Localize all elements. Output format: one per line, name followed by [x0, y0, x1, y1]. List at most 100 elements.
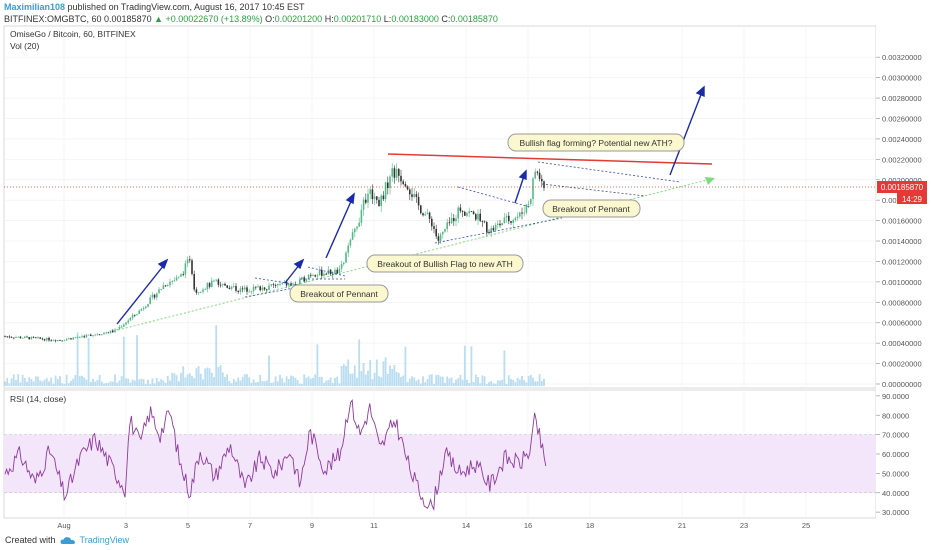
volume-bar — [116, 382, 119, 386]
volume-bar — [197, 366, 200, 386]
candle-body — [57, 339, 59, 342]
move-arrows — [116, 85, 705, 325]
candle-body — [468, 211, 470, 214]
volume-bar — [151, 378, 154, 386]
volume-bar — [17, 374, 20, 386]
candle-body — [193, 274, 195, 290]
arrow-3 — [325, 198, 353, 259]
volume-bar — [276, 381, 279, 386]
volume-bar — [12, 374, 15, 386]
volume-bar — [485, 383, 488, 386]
tradingview-brand[interactable]: TradingView — [79, 535, 130, 545]
volume-bar — [261, 381, 264, 386]
chart-canvas[interactable]: Breakout of Pennant Breakout of Bullish … — [0, 0, 932, 532]
volume-bar — [193, 378, 196, 386]
candle-body — [279, 283, 281, 285]
volume-bar — [265, 380, 268, 386]
candle-body — [343, 262, 345, 265]
candle-body — [94, 334, 96, 336]
volume-bar — [56, 379, 59, 386]
volume-bar — [433, 383, 435, 386]
volume-bar — [358, 339, 361, 386]
volume-bar — [100, 381, 103, 386]
candle-body — [90, 334, 92, 336]
candle-body — [503, 217, 506, 224]
price-axis-area[interactable] — [876, 26, 932, 518]
candle-body — [444, 229, 446, 232]
footer: Created with TradingView — [5, 535, 129, 545]
volume-bar — [41, 381, 44, 386]
volume-bar — [466, 379, 468, 386]
volume-bar — [105, 382, 108, 386]
candle-body — [448, 222, 451, 224]
price-tick-label: 0.00000000 — [882, 380, 922, 389]
candle-body — [305, 279, 308, 282]
volume-bar — [274, 376, 277, 386]
arrow-4 — [514, 175, 525, 204]
volume-bar — [162, 380, 165, 386]
volume-bar — [206, 367, 209, 386]
volume-bar — [417, 379, 420, 386]
pennant1-top — [254, 277, 301, 286]
volume-bar — [532, 377, 534, 386]
candle-body — [138, 310, 140, 315]
callout-pennant-1-box — [289, 284, 389, 303]
price-tick-label: 0.00020000 — [882, 360, 922, 369]
volume-bar — [369, 360, 372, 386]
volume-bar — [292, 376, 295, 386]
volume-bar — [263, 381, 266, 386]
candle-body — [373, 196, 376, 200]
candle-body — [525, 204, 528, 213]
candle-body — [347, 245, 349, 253]
candle-body — [277, 283, 279, 286]
support-arrowhead — [705, 177, 715, 185]
volume-bar — [43, 379, 46, 386]
arrow-1 — [116, 264, 165, 325]
volume-bar — [303, 374, 306, 386]
volume-bar — [164, 382, 167, 386]
volume-bar — [63, 383, 66, 386]
candle-body — [365, 199, 367, 203]
candle-body — [162, 285, 165, 289]
rsi-tick-label: 40.0000 — [882, 489, 909, 498]
candle-body — [290, 283, 292, 286]
rsi-tick-label: 60.0000 — [882, 450, 909, 459]
volume-bar — [232, 378, 235, 386]
time-axis-labels: Aug 3 5 7 9 11 14 16 18 21 23 25 — [57, 521, 810, 530]
volume-bar — [147, 379, 149, 386]
volume-bar — [59, 376, 61, 386]
volume-label: Vol (20) — [10, 41, 39, 51]
candle-body — [523, 212, 525, 214]
candle-body — [142, 307, 145, 310]
volume-bar — [160, 379, 163, 386]
created-with-text: Created with — [5, 535, 56, 545]
author-link[interactable]: Maximilian108 — [4, 2, 66, 12]
volume-bar — [155, 378, 158, 386]
volume-bar — [349, 373, 352, 386]
volume-bars — [4, 325, 545, 386]
volume-bar — [525, 382, 528, 386]
volume-bar — [474, 374, 477, 386]
candle-body — [250, 291, 253, 292]
candle-body — [169, 281, 171, 286]
volume-bar — [351, 373, 354, 386]
candle-body — [369, 189, 371, 194]
volume-bar — [268, 355, 270, 386]
volume-bar — [404, 346, 407, 386]
timer-tag-box — [897, 193, 927, 204]
close-label: C: — [441, 14, 451, 24]
volume-bar — [23, 377, 26, 386]
volume-bar — [391, 368, 394, 386]
candle-body — [534, 171, 536, 179]
time-tick-label: Aug — [57, 521, 70, 530]
volume-bar — [103, 383, 105, 386]
candle-body — [530, 199, 532, 204]
candle-body — [173, 280, 176, 282]
candle-body — [180, 274, 182, 277]
candle-body — [211, 280, 213, 287]
volume-bar — [250, 382, 253, 386]
candle-body — [10, 337, 13, 339]
volume-bar — [239, 380, 242, 386]
candle-body — [239, 288, 242, 292]
candle-body — [83, 336, 85, 338]
